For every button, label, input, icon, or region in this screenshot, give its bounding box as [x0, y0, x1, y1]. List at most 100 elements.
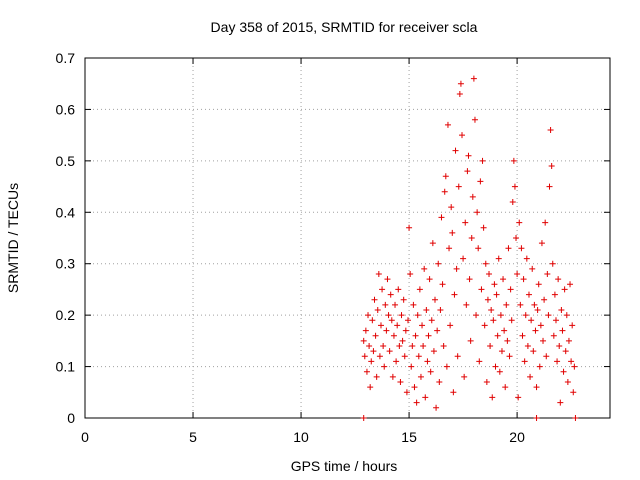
data-point [477, 178, 484, 185]
y-tick-label: 0 [67, 410, 75, 426]
data-point [569, 322, 576, 329]
data-point [427, 368, 434, 375]
data-point [425, 332, 432, 339]
gridlines [85, 58, 610, 418]
data-point [563, 312, 570, 319]
data-point [412, 332, 419, 339]
data-point [399, 337, 406, 344]
data-point [456, 91, 463, 97]
data-point [518, 245, 525, 252]
data-point [410, 301, 417, 308]
data-point [451, 291, 458, 298]
data-point [393, 358, 400, 365]
data-point [525, 291, 532, 298]
data-point [435, 260, 442, 267]
data-point [529, 265, 536, 272]
data-point [388, 317, 395, 324]
data-point [415, 353, 422, 360]
x-tick-label: 15 [401, 429, 417, 445]
data-point [492, 363, 499, 370]
data-point [462, 219, 469, 226]
data-point [570, 389, 577, 396]
data-point [509, 199, 516, 205]
data-point [368, 358, 375, 365]
data-point [408, 363, 415, 370]
data-point [438, 214, 445, 221]
data-point [395, 286, 402, 293]
data-point [381, 363, 388, 370]
axis-ticks: 0 5 10 15 20 0 0.1 0.2 0.3 0.4 0.5 0.6 0.7 [56, 50, 610, 445]
data-point [385, 312, 392, 319]
data-point [481, 322, 488, 329]
data-point [537, 322, 544, 329]
data-point [362, 327, 369, 334]
data-point [455, 183, 462, 190]
data-point [365, 312, 372, 319]
data-point [519, 332, 526, 339]
data-point [376, 353, 383, 360]
data-point [521, 358, 528, 365]
data-point [511, 183, 518, 190]
data-point [383, 327, 390, 334]
data-point [457, 80, 464, 87]
data-point [504, 337, 511, 344]
data-point [360, 415, 367, 421]
data-point [522, 312, 529, 319]
data-point [454, 353, 461, 360]
data-point [483, 379, 490, 385]
data-point [552, 317, 559, 324]
data-point [386, 348, 393, 355]
data-point [409, 343, 416, 349]
data-point [491, 281, 498, 288]
data-point [474, 209, 481, 216]
data-point [407, 271, 414, 277]
data-point [493, 291, 500, 298]
data-point [549, 260, 556, 267]
data-point [417, 373, 424, 380]
data-point [482, 260, 489, 267]
data-point [434, 327, 441, 334]
data-point [532, 327, 539, 334]
data-point [510, 157, 517, 164]
data-point [466, 276, 473, 283]
data-point [489, 394, 496, 401]
data-point [498, 348, 505, 355]
data-point [517, 301, 524, 308]
data-point [530, 348, 537, 355]
data-point [377, 322, 384, 329]
plot-frame [84, 57, 611, 419]
y-tick-label: 0.5 [56, 153, 76, 169]
data-point [413, 399, 420, 406]
data-point [441, 188, 448, 195]
chart-title: Day 358 of 2015, SRMTID for receiver scl… [211, 19, 478, 35]
data-point [464, 168, 471, 175]
data-point [371, 296, 378, 303]
data-point [419, 322, 426, 329]
data-point [444, 121, 451, 128]
data-point [533, 415, 540, 421]
data-point [361, 353, 368, 360]
data-point [555, 276, 562, 283]
data-point [411, 384, 418, 391]
data-point [503, 301, 510, 308]
data-point [523, 255, 530, 262]
data-point [429, 240, 436, 247]
data-point [502, 384, 509, 391]
data-point [554, 358, 561, 365]
data-point [373, 373, 380, 380]
data-point [546, 183, 553, 190]
data-point [437, 307, 444, 313]
data-point [398, 312, 405, 319]
data-point [397, 379, 404, 385]
data-point [450, 389, 457, 396]
data-point [463, 301, 470, 308]
data-point [533, 384, 540, 391]
data-point [375, 271, 382, 277]
y-tick-label: 0.7 [56, 50, 76, 66]
data-point [461, 373, 468, 380]
data-point [544, 271, 551, 277]
data-point [487, 343, 494, 349]
data-point [370, 348, 377, 355]
data-point [501, 327, 508, 334]
